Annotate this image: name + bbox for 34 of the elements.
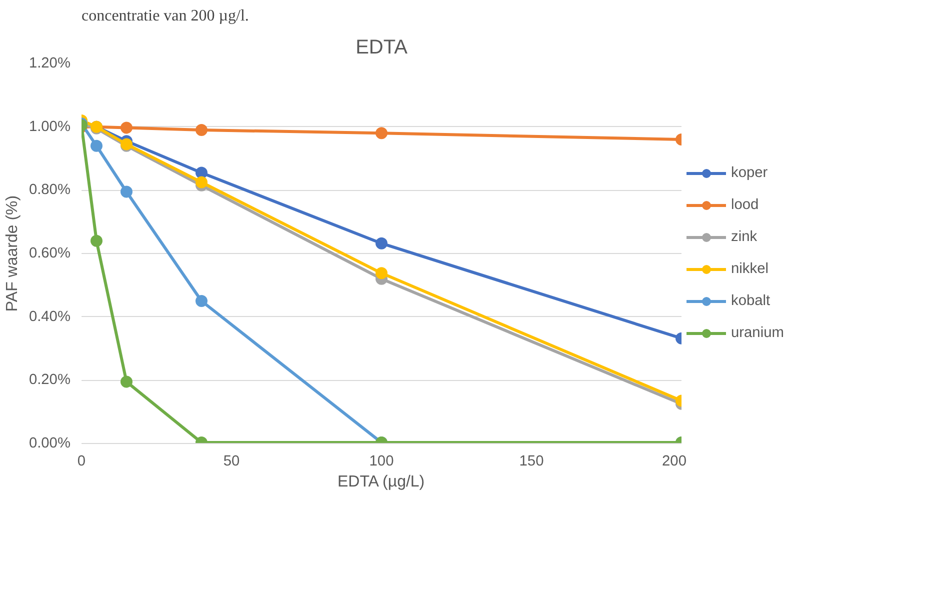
y-tick-label: 1.20%	[28, 56, 71, 72]
x-tick-label: 0	[77, 454, 86, 470]
x-tick-label: 200	[662, 454, 687, 470]
legend-label: lood	[731, 197, 759, 213]
x-tick-label: 100	[369, 454, 394, 470]
legend-label: zink	[731, 229, 758, 245]
x-tick-label: 150	[519, 454, 544, 470]
legend-label: koper	[731, 165, 768, 181]
y-tick-label: 0.60%	[28, 246, 71, 262]
point	[376, 127, 388, 140]
y-tick-label: 0.80%	[28, 182, 71, 198]
point	[196, 124, 208, 136]
y-tick-label: 1.00%	[28, 118, 71, 135]
point	[196, 166, 208, 179]
legend-label: nikkel	[731, 261, 768, 277]
point	[120, 376, 132, 388]
x-tick-label: 50	[223, 454, 240, 470]
point	[120, 186, 132, 198]
y-tick-label: 0.00%	[28, 436, 71, 452]
point	[90, 234, 102, 247]
point	[376, 237, 388, 250]
point	[376, 267, 388, 280]
point	[90, 140, 102, 152]
y-tick-label: 0.20%	[28, 372, 71, 388]
y-axis-title: PAF waarde (%)	[4, 195, 21, 312]
legend-label: uranium	[731, 325, 784, 341]
y-tick-label: 0.40%	[28, 308, 71, 325]
text: concentratie van 200 µg/l.	[82, 8, 249, 24]
point	[196, 295, 208, 307]
chart-title: EDTA	[356, 36, 408, 58]
x-axis-title: EDTA (µg/L)	[337, 474, 425, 490]
legend-label: kobalt	[731, 293, 770, 309]
point	[196, 176, 208, 188]
point	[120, 122, 132, 134]
